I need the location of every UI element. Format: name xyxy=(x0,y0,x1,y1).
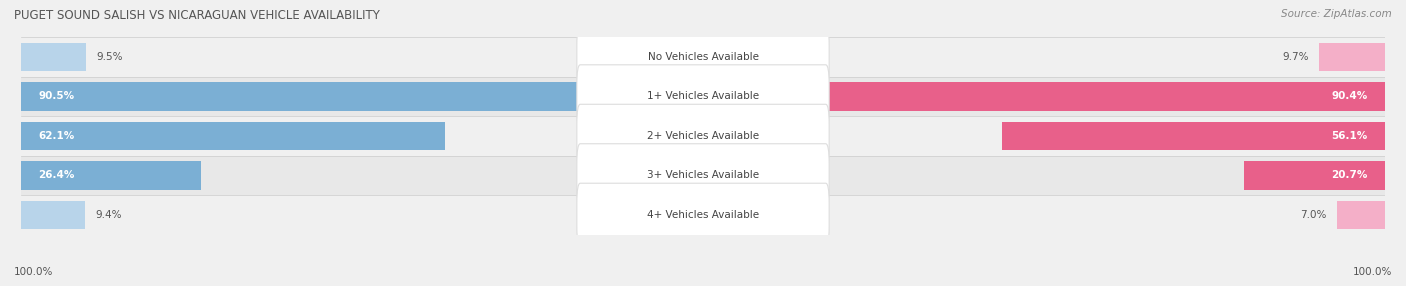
Bar xyxy=(1337,200,1385,229)
Text: 62.1%: 62.1% xyxy=(38,131,75,141)
Text: 3+ Vehicles Available: 3+ Vehicles Available xyxy=(647,170,759,180)
Bar xyxy=(21,77,1385,116)
Bar xyxy=(1319,43,1385,71)
Bar xyxy=(21,122,444,150)
Bar xyxy=(21,82,638,111)
Bar xyxy=(21,156,1385,195)
Bar xyxy=(21,43,86,71)
Bar xyxy=(21,116,1385,156)
Text: Source: ZipAtlas.com: Source: ZipAtlas.com xyxy=(1281,9,1392,19)
Text: 20.7%: 20.7% xyxy=(1331,170,1368,180)
Text: 9.7%: 9.7% xyxy=(1282,52,1309,62)
FancyBboxPatch shape xyxy=(576,183,830,246)
Text: 100.0%: 100.0% xyxy=(1353,267,1392,277)
FancyBboxPatch shape xyxy=(576,104,830,167)
Text: 7.0%: 7.0% xyxy=(1301,210,1327,220)
Text: 90.5%: 90.5% xyxy=(38,92,75,101)
Text: No Vehicles Available: No Vehicles Available xyxy=(648,52,758,62)
Text: 1+ Vehicles Available: 1+ Vehicles Available xyxy=(647,92,759,101)
FancyBboxPatch shape xyxy=(576,65,830,128)
Text: PUGET SOUND SALISH VS NICARAGUAN VEHICLE AVAILABILITY: PUGET SOUND SALISH VS NICARAGUAN VEHICLE… xyxy=(14,9,380,21)
Bar xyxy=(21,161,201,190)
Text: 56.1%: 56.1% xyxy=(1331,131,1368,141)
Text: 90.4%: 90.4% xyxy=(1331,92,1368,101)
Text: 9.5%: 9.5% xyxy=(96,52,122,62)
FancyBboxPatch shape xyxy=(576,25,830,88)
Bar xyxy=(1244,161,1385,190)
Text: 4+ Vehicles Available: 4+ Vehicles Available xyxy=(647,210,759,220)
Text: 9.4%: 9.4% xyxy=(96,210,122,220)
Bar xyxy=(21,200,86,229)
Bar xyxy=(1002,122,1385,150)
Bar xyxy=(21,195,1385,235)
FancyBboxPatch shape xyxy=(576,144,830,207)
Bar xyxy=(21,37,1385,77)
Text: 26.4%: 26.4% xyxy=(38,170,75,180)
Text: 100.0%: 100.0% xyxy=(14,267,53,277)
Text: 2+ Vehicles Available: 2+ Vehicles Available xyxy=(647,131,759,141)
Bar xyxy=(769,82,1385,111)
